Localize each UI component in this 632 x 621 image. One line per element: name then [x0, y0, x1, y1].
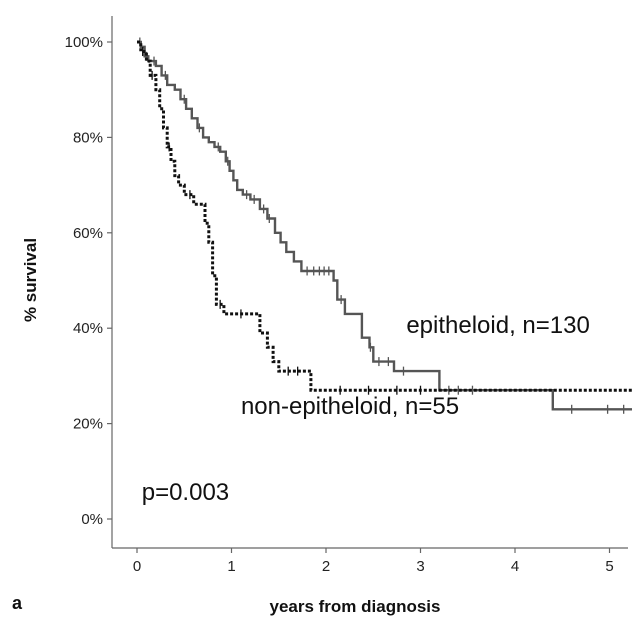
series-layer [137, 37, 632, 414]
x-tick-label: 1 [227, 558, 235, 575]
y-tick-label: 60% [73, 225, 103, 242]
x-tick-label: 5 [605, 558, 613, 575]
y-tick-label: 40% [73, 320, 103, 337]
annotation-1: non-epitheloid, n=55 [241, 393, 459, 420]
y-ticks: 0% 20% 40% 60% 80% 100% [65, 34, 112, 528]
panel-label: a [12, 593, 23, 613]
annotations: epitheloid, n=130 non-epitheloid, n=55 p=0… [142, 312, 590, 506]
y-tick-label: 0% [81, 511, 103, 528]
y-tick-label: 80% [73, 129, 103, 146]
axes: 0% 20% 40% 60% 80% 100% 0 1 2 3 4 5 [65, 16, 628, 575]
x-ticks: 0 1 2 3 4 5 [133, 548, 614, 575]
y-tick-label: 100% [65, 34, 103, 51]
epitheloid-survival-curve [137, 40, 632, 411]
annotation-2: p=0.003 [142, 479, 229, 506]
annotation-0: epitheloid, n=130 [406, 312, 590, 339]
x-tick-label: 3 [416, 558, 424, 575]
y-axis-title: % survival [21, 238, 40, 322]
x-tick-label: 2 [322, 558, 330, 575]
x-axis-title: years from diagnosis [269, 597, 440, 616]
x-tick-label: 0 [133, 558, 141, 575]
x-tick-label: 4 [511, 558, 519, 575]
y-tick-label: 20% [73, 416, 103, 433]
